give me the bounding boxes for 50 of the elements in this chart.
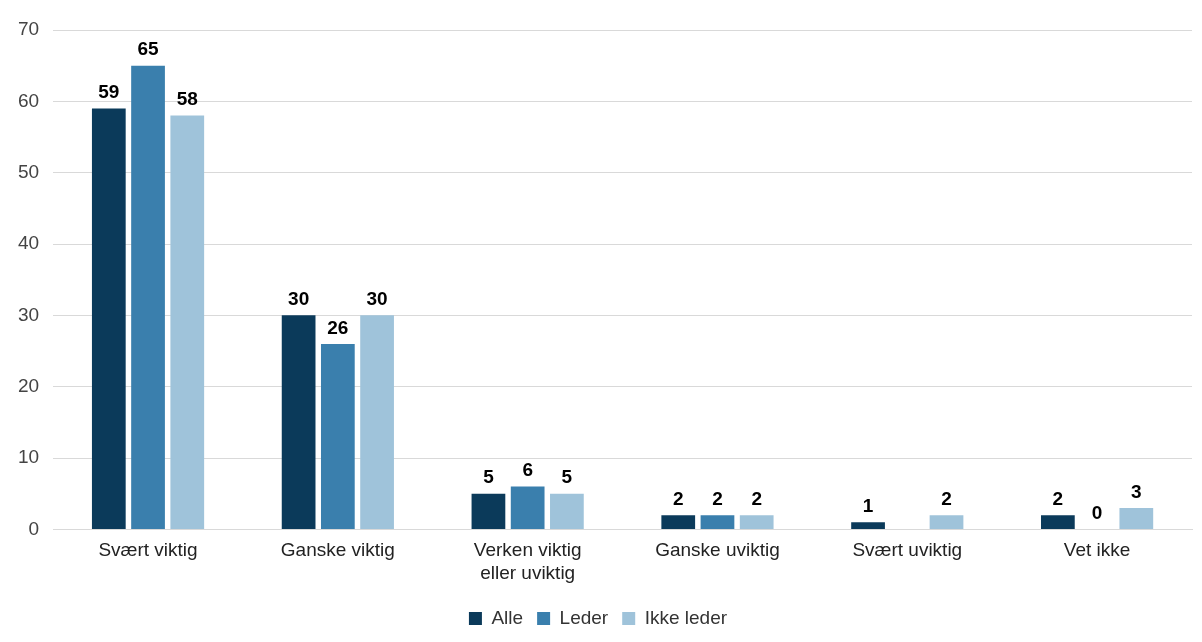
- legend-label: Alle: [491, 606, 524, 628]
- bar: [661, 515, 696, 529]
- x-tick-label: Svært viktig: [98, 539, 198, 561]
- y-tick-label: 60: [17, 89, 40, 111]
- y-tick-label: 0: [28, 517, 40, 539]
- data-label: 3: [1131, 480, 1142, 502]
- bar: [550, 493, 584, 529]
- x-tick-label: Vet ikke: [1063, 539, 1131, 561]
- bar: [1041, 515, 1075, 529]
- y-tick-label: 70: [17, 18, 40, 40]
- x-tick-label: Ganske uviktig: [655, 539, 780, 561]
- data-label: 58: [176, 88, 198, 110]
- legend-label: Leder: [559, 606, 609, 628]
- x-tick-label: Verken viktig eller uviktig: [473, 539, 582, 583]
- data-label: 30: [288, 288, 310, 310]
- data-label: 1: [862, 495, 874, 516]
- data-label: 26: [327, 316, 349, 338]
- bar: [851, 522, 885, 529]
- data-label: 30: [366, 288, 388, 310]
- y-tick-label: 40: [17, 232, 40, 254]
- data-label: 59: [98, 81, 120, 103]
- bar: [510, 486, 545, 529]
- data-label: 2: [712, 487, 723, 509]
- data-label: 2: [751, 487, 762, 509]
- data-label: 2: [1052, 487, 1064, 509]
- data-label: 2: [941, 487, 952, 509]
- y-tick-label: 10: [17, 446, 40, 468]
- bar: [471, 493, 506, 529]
- bar: [320, 343, 355, 529]
- x-tick-label: Ganske viktig: [280, 539, 395, 561]
- data-label: 6: [522, 459, 533, 481]
- bar: [929, 515, 964, 529]
- bar: [91, 108, 126, 529]
- bar: [170, 115, 205, 529]
- x-tick-label: Svært uviktig: [852, 539, 963, 561]
- data-label: 5: [561, 466, 573, 488]
- data-label: 5: [483, 466, 495, 488]
- data-label: 65: [137, 38, 160, 60]
- data-label: 0: [1091, 502, 1103, 524]
- bar: [700, 515, 735, 529]
- data-label: 2: [672, 487, 684, 509]
- bar: [281, 315, 316, 529]
- bar: [1119, 508, 1154, 529]
- bar: [360, 315, 394, 529]
- y-tick-label: 30: [17, 303, 40, 325]
- bar: [739, 515, 774, 529]
- y-tick-label: 50: [17, 160, 40, 182]
- bar: [131, 65, 165, 529]
- y-tick-label: 20: [17, 374, 40, 396]
- legend-label: Ikke leder: [644, 606, 728, 628]
